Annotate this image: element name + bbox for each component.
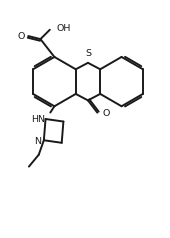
Text: HN: HN <box>32 114 46 124</box>
Text: O: O <box>103 109 110 118</box>
Text: OH: OH <box>56 24 71 33</box>
Text: O: O <box>17 32 24 40</box>
Text: S: S <box>85 49 91 58</box>
Text: N: N <box>34 137 41 146</box>
